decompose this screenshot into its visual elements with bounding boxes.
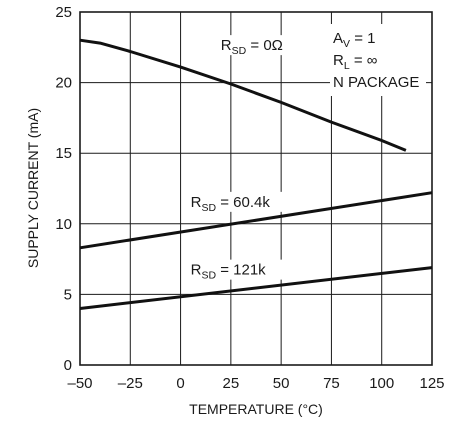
series-line-3 [79, 266, 433, 310]
series-label-background [188, 191, 285, 212]
y-tick-label: 0 [64, 357, 72, 374]
conditions-background [330, 24, 426, 96]
y-tick-label: 5 [64, 286, 72, 303]
data-series [79, 38, 433, 310]
x-tick-label: –25 [118, 375, 143, 392]
y-tick-label: 20 [55, 75, 72, 92]
series-line-1 [79, 38, 407, 152]
series-line-2 [79, 191, 433, 250]
x-axis-title: TEMPERATURE (°C) [189, 401, 323, 417]
condition-line-2: RL = ∞ [333, 52, 378, 72]
x-tick-label: 50 [273, 375, 290, 392]
x-tick-label: 0 [176, 375, 184, 392]
test-conditions: AV = 1RL = ∞ N PACKAGE [330, 24, 426, 96]
x-tick-label: –50 [67, 375, 92, 392]
y-axis-title: SUPPLY CURRENT (mA) [25, 108, 41, 268]
x-tick-label: 125 [419, 375, 444, 392]
y-tick-label: 25 [55, 4, 72, 21]
series-label-2: RSD = 60.4k [191, 194, 271, 214]
condition-line-1: AV = 1 [333, 30, 375, 50]
x-tick-label: 75 [323, 375, 340, 392]
y-tick-label: 10 [55, 216, 72, 233]
plot-frame [79, 11, 433, 366]
series-label-background [218, 35, 315, 56]
series-labels: RSD = 0Ω RSD = 60.4k RSD = 121k [188, 35, 315, 282]
y-tick-label: 15 [55, 145, 72, 162]
x-tick-label: 25 [223, 375, 240, 392]
series-label-3: RSD = 121k [191, 262, 267, 282]
tick-labels: –50 –25 0 25 50 75 100 125 0 5 10 15 20 25 [55, 4, 444, 392]
x-tick-label: 100 [369, 375, 394, 392]
series-label-1: RSD = 0Ω [221, 37, 283, 57]
series-label-background [188, 259, 285, 280]
condition-line-3: N PACKAGE [333, 74, 419, 91]
